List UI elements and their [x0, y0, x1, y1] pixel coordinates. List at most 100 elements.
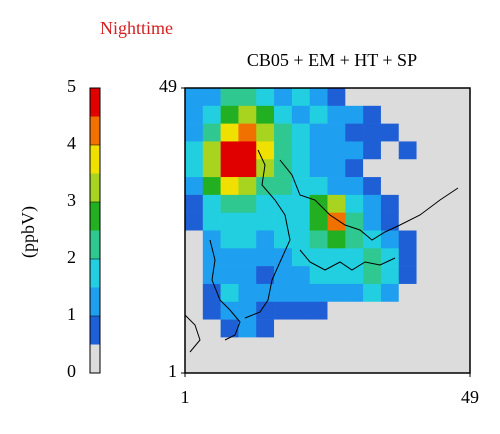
heat-cell: [256, 283, 275, 303]
heat-cell: [291, 177, 310, 196]
heat-cell: [185, 105, 204, 124]
heat-cell: [327, 177, 346, 196]
heat-cell: [452, 177, 471, 196]
heat-cell: [434, 248, 453, 267]
heat-cell: [345, 355, 364, 374]
heat-cell: [202, 105, 221, 124]
heat-cell: [363, 319, 382, 338]
heat-cell: [202, 301, 221, 320]
heat-cell: [398, 337, 417, 356]
heat-cell: [416, 212, 435, 231]
heat-cell: [309, 123, 328, 142]
x-tick-label: 1: [181, 387, 190, 407]
heat-cell: [345, 105, 364, 124]
heat-cell: [238, 141, 257, 160]
heat-cell: [202, 123, 221, 142]
heat-cell: [256, 177, 275, 196]
heat-cell: [380, 123, 400, 142]
heat-cell: [363, 301, 382, 320]
heat-cell: [256, 212, 275, 231]
colorbar-segment: [90, 116, 100, 145]
heat-cell: [309, 88, 328, 107]
heat-cell: [327, 194, 346, 213]
heat-cell: [398, 319, 417, 338]
heat-cell: [434, 301, 453, 320]
heat-cell: [380, 337, 400, 356]
heat-cell: [291, 88, 310, 107]
heat-cell: [434, 319, 453, 338]
heat-cell: [327, 319, 346, 338]
heat-cell: [274, 123, 293, 142]
heat-cell: [238, 319, 257, 338]
heat-cell: [185, 177, 204, 196]
heat-cell: [309, 266, 328, 285]
heat-cell: [416, 194, 435, 213]
heat-cell: [345, 266, 364, 285]
heat-cell: [345, 123, 364, 142]
heat-cell: [291, 194, 310, 213]
heat-cell: [327, 88, 346, 107]
heat-cell: [202, 212, 221, 231]
heat-cell: [274, 266, 293, 285]
heat-cell: [452, 283, 471, 303]
heat-cell: [416, 88, 435, 107]
coast-line: [209, 239, 241, 341]
heat-cell: [256, 301, 275, 320]
heat-cell: [380, 266, 400, 285]
heat-cell: [345, 177, 364, 196]
heat-cell: [309, 355, 328, 374]
heat-cell: [309, 141, 328, 160]
heat-cell: [416, 283, 435, 303]
heat-cell: [238, 337, 257, 356]
heat-cell: [398, 212, 417, 231]
heat-cell: [345, 194, 364, 213]
heat-cell: [345, 248, 364, 267]
heat-cell: [238, 355, 257, 374]
heat-cell: [274, 141, 293, 160]
heat-cell: [220, 123, 239, 142]
coast-line: [244, 149, 291, 319]
heat-cell: [220, 319, 239, 338]
heat-cell: [202, 194, 221, 213]
heat-cell: [398, 355, 417, 374]
heat-cell: [238, 194, 257, 213]
heat-cell: [274, 283, 293, 303]
heat-cell: [256, 123, 275, 142]
heat-cell: [345, 337, 364, 356]
heat-cell: [345, 141, 364, 160]
heat-cell: [434, 105, 453, 124]
heat-cell: [398, 194, 417, 213]
heat-cell: [380, 159, 400, 178]
heat-cell: [345, 230, 364, 249]
plot-frame: [184, 87, 471, 374]
heat-cell: [291, 141, 310, 160]
heat-cell: [452, 159, 471, 178]
heat-cell: [309, 248, 328, 267]
heat-cell: [256, 266, 275, 285]
heat-cell: [363, 88, 382, 107]
heat-cell: [291, 355, 310, 374]
heat-cell: [363, 266, 382, 285]
coastline: [184, 149, 459, 353]
heat-cell: [202, 248, 221, 267]
heat-cell: [185, 301, 204, 320]
heat-cell: [238, 159, 257, 178]
colorbar-segment: [90, 259, 100, 288]
heat-cell: [238, 177, 257, 196]
heat-cell: [398, 177, 417, 196]
heat-cell: [327, 230, 346, 249]
coast-line: [184, 314, 201, 353]
heat-cell: [327, 248, 346, 267]
heat-cell: [380, 141, 400, 160]
heat-cell: [363, 355, 382, 374]
heat-cell: [363, 141, 382, 160]
heat-cell: [363, 105, 382, 124]
heat-cell: [434, 159, 453, 178]
y-tick-label: 1: [168, 361, 177, 381]
heat-cell: [274, 301, 293, 320]
heat-cell: [238, 88, 257, 107]
heat-cell: [398, 141, 417, 160]
heat-cell: [309, 301, 328, 320]
heat-cell: [291, 301, 310, 320]
